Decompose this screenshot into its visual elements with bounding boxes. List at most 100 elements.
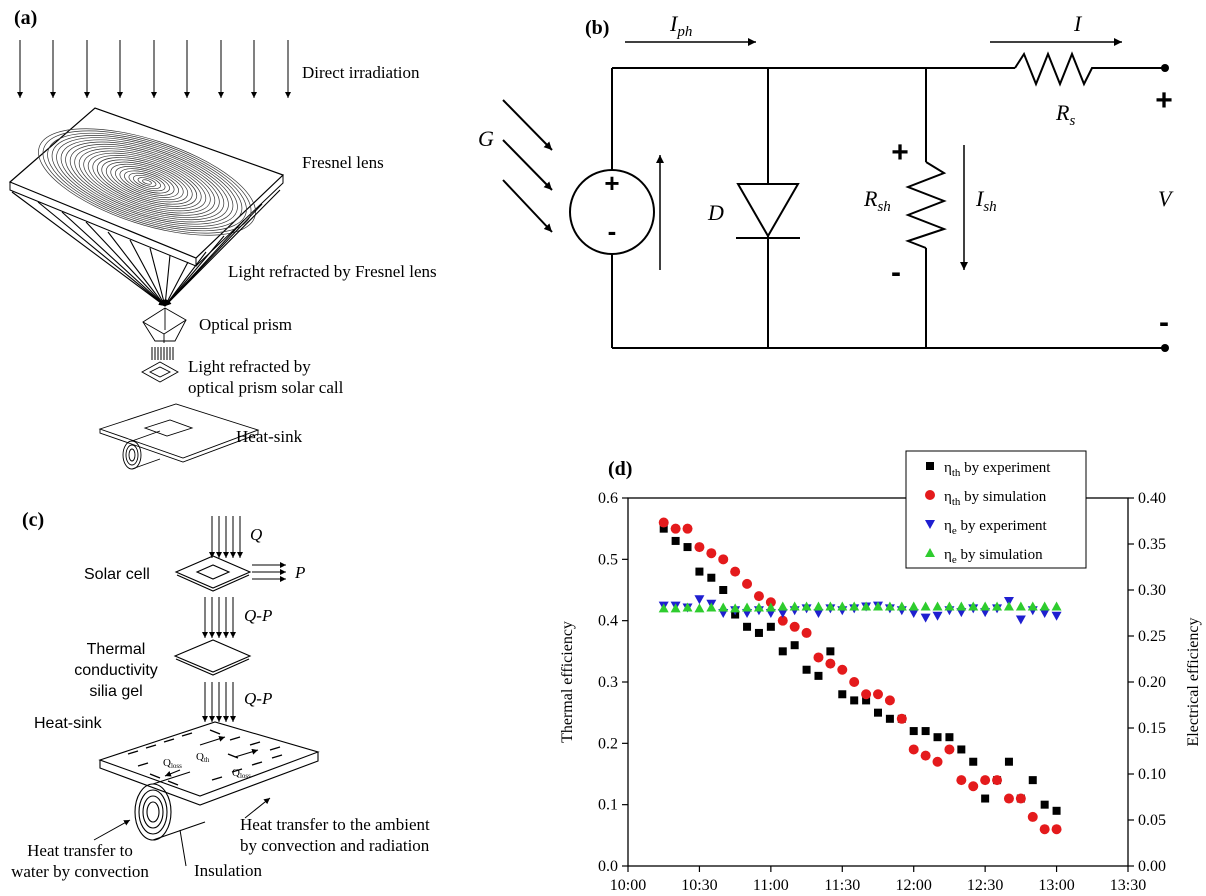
- solar-cell-c: [174, 555, 252, 592]
- data-point: [862, 696, 871, 705]
- data-point: [790, 641, 799, 650]
- heat-sink-c: [98, 721, 320, 841]
- data-point: [671, 536, 680, 545]
- data-point: [718, 554, 729, 565]
- data-point: [813, 652, 824, 663]
- qloss-label-2: Qloss: [232, 767, 251, 780]
- ambient-pointer: [244, 797, 271, 819]
- data-point: [896, 713, 907, 724]
- data-point: [908, 744, 919, 755]
- data-point: [789, 601, 800, 611]
- legend-marker: [925, 548, 935, 557]
- data-point: [706, 548, 717, 559]
- data-point: [1027, 601, 1038, 611]
- data-point: [932, 601, 943, 611]
- data-point: [826, 647, 835, 656]
- data-point: [980, 775, 991, 786]
- data-point: [920, 601, 931, 611]
- refracted-rays: [11, 189, 281, 307]
- data-point: [838, 690, 847, 699]
- data-point: [1003, 597, 1014, 607]
- terminal-minus: -: [1159, 306, 1169, 339]
- data-point: [658, 603, 669, 613]
- y2-tick-label: 0.35: [1138, 536, 1166, 553]
- x-tick-label: 12:00: [895, 877, 931, 894]
- data-point: [837, 601, 848, 611]
- heat-sink-a-label: Heat-sink: [236, 427, 303, 446]
- x-tick-label: 13:00: [1038, 877, 1074, 894]
- data-point: [1051, 601, 1062, 611]
- data-point: [874, 708, 882, 717]
- insulation-pointer: [179, 829, 187, 867]
- source-plus: +: [604, 168, 619, 198]
- data-point: [1039, 824, 1050, 835]
- y2-tick-label: 0.15: [1138, 720, 1166, 737]
- data-point: [754, 628, 763, 637]
- data-point: [968, 601, 979, 611]
- data-point: [1003, 793, 1014, 804]
- data-point: [885, 714, 894, 723]
- data-point: [1015, 615, 1026, 625]
- legend-entry: ηth by experiment: [944, 460, 1051, 479]
- data-point: [884, 695, 895, 706]
- heat-sink-a: [98, 403, 260, 470]
- data-point: [873, 601, 883, 611]
- fresnel-lens-label: Fresnel lens: [302, 153, 384, 172]
- y-tick-label: 0.4: [598, 613, 618, 630]
- data-point: [944, 744, 955, 755]
- data-point: [777, 601, 788, 611]
- q-label: Q: [250, 525, 262, 544]
- legend-marker: [925, 520, 935, 529]
- data-point: [753, 591, 764, 602]
- data-point: [980, 601, 991, 611]
- y2-tick-label: 0.05: [1138, 812, 1166, 829]
- data-point: [981, 794, 990, 803]
- y-tick-label: 0.3: [598, 674, 618, 691]
- thermal-gel: [173, 639, 252, 676]
- y2-tick-label: 0.40: [1138, 490, 1166, 507]
- ish-label: Ish: [975, 186, 997, 215]
- data-point: [742, 578, 753, 589]
- optical-prism-label: Optical prism: [199, 315, 292, 334]
- data-point: [765, 597, 776, 608]
- series-resistor: [1014, 51, 1098, 87]
- data-point: [1027, 811, 1038, 822]
- data-point: [837, 664, 848, 675]
- data-point: [813, 601, 824, 611]
- data-point: [1004, 757, 1013, 766]
- shunt-plus: +: [891, 136, 909, 169]
- light-refracted-prism-label-1: Light refracted by: [188, 357, 311, 376]
- data-point: [1039, 601, 1050, 611]
- y2-axis-title: Electrical efficiency: [1185, 618, 1202, 747]
- panel-b: (b) + - G: [478, 11, 1174, 352]
- legend-marker: [925, 490, 935, 500]
- data-point: [1052, 806, 1061, 815]
- y-tick-label: 0.6: [598, 490, 618, 507]
- data-point: [730, 603, 741, 613]
- data-point: [896, 601, 907, 611]
- panel-b-label: (b): [585, 17, 609, 39]
- data-point: [730, 566, 741, 577]
- data-point: [825, 601, 836, 611]
- heat-sink-c-label: Heat-sink: [34, 715, 103, 732]
- data-point: [849, 601, 860, 611]
- x-tick-label: 13:30: [1110, 877, 1146, 894]
- thermal-label-1: Thermal: [87, 641, 146, 658]
- legend-entry: ηth by simulation: [944, 489, 1047, 508]
- data-point: [969, 757, 978, 766]
- data-point: [944, 601, 955, 611]
- q-minus-p-arrows-2: [202, 682, 236, 722]
- data-point: [813, 609, 824, 618]
- data-point: [706, 602, 717, 612]
- x-tick-label: 10:00: [610, 877, 646, 894]
- x-axis: 10:00 10:30 11:00 11:30 12:00 12:30 13:00 13:30: [610, 866, 1146, 894]
- series-0: [659, 524, 1061, 815]
- light-refracted-fresnel-label: Light refracted by Fresnel lens: [228, 262, 437, 281]
- data-point: [1039, 609, 1050, 618]
- data-point: [777, 609, 788, 618]
- data-point: [659, 524, 668, 533]
- data-point: [920, 750, 931, 761]
- y-tick-label: 0.1: [598, 797, 618, 814]
- fresnel-lens: [8, 107, 285, 267]
